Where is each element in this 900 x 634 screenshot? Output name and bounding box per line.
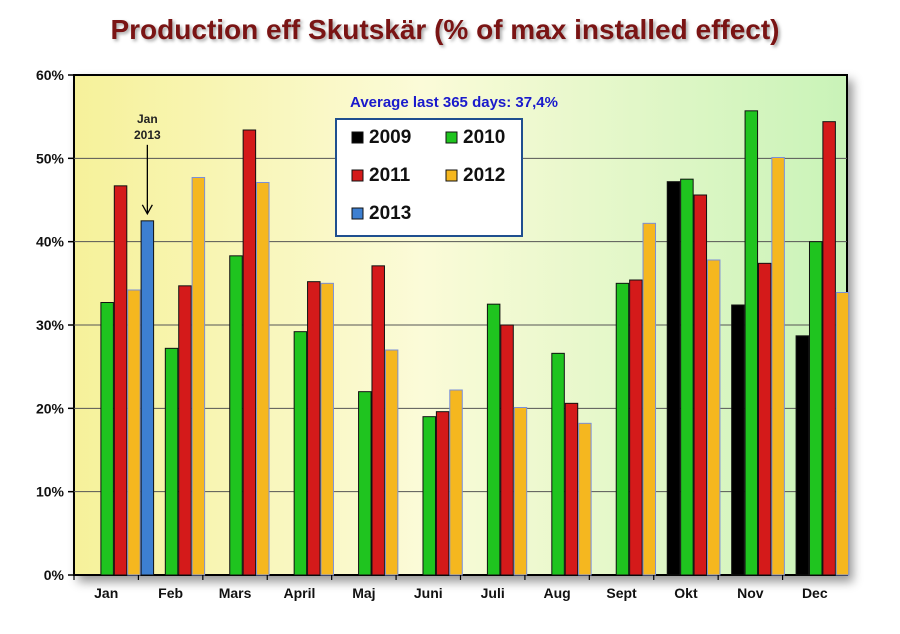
legend-label-2013: 2013 (369, 203, 411, 224)
bar-2009-nov (731, 304, 745, 576)
x-tick-label: April (284, 585, 316, 601)
bar-2012-mars (256, 182, 270, 576)
bar-2010-feb (164, 347, 179, 576)
bar-2012-jan (127, 289, 141, 576)
bar-2010-maj (358, 391, 372, 576)
bar-2011-aug (564, 402, 579, 576)
x-tick-label: Juni (414, 585, 443, 601)
y-tick-label: 60% (36, 67, 65, 83)
bar-2012-sept (642, 222, 657, 576)
bar-2011-juni (435, 411, 450, 576)
x-tick-label: Jan (94, 585, 118, 601)
x-tick-label: Mars (219, 585, 252, 601)
bar-2009-dec (795, 335, 810, 576)
bar-2010-dec (808, 241, 823, 576)
y-tick-label: 0% (44, 567, 65, 583)
y-tick-label: 50% (36, 150, 65, 166)
bar-2012-aug (578, 422, 592, 576)
bar-2012-feb (191, 177, 206, 576)
bar-2011-nov (757, 262, 772, 576)
bar-2011-mars (242, 129, 257, 576)
legend-swatch-2010 (445, 131, 458, 144)
bar-2011-feb (178, 285, 192, 576)
legend-swatch-2012 (445, 169, 458, 182)
bar-2011-sept (629, 279, 643, 576)
bar-2010-okt (680, 178, 694, 576)
bar-2012-maj (384, 349, 399, 576)
y-tick-label: 40% (36, 234, 65, 250)
x-tick-label: Juli (481, 585, 505, 601)
bar-2012-okt (706, 259, 721, 576)
annotation-label: Jan (137, 112, 158, 126)
x-tick-label: Okt (674, 585, 698, 601)
bar-2012-april (320, 282, 334, 576)
bar-2010-juli (486, 303, 501, 576)
bar-2011-okt (693, 194, 708, 576)
bar-2010-mars (229, 255, 243, 576)
bar-2011-april (307, 281, 321, 576)
bar-2010-aug (551, 352, 565, 576)
legend-box (335, 118, 523, 237)
y-tick-label: 10% (36, 484, 65, 500)
x-tick-label: Nov (737, 585, 764, 601)
bar-2010-jan (100, 302, 114, 576)
x-tick-label: Sept (606, 585, 637, 601)
legend-swatch-2009 (351, 131, 364, 144)
x-tick-label: Aug (544, 585, 571, 601)
legend-swatch-2013 (351, 207, 364, 220)
legend-label-2009: 2009 (369, 127, 411, 148)
chart-title: Production eff Skutskär (% of max instal… (110, 14, 780, 45)
legend-label-2012: 2012 (463, 165, 505, 186)
legend-swatch-2011 (351, 169, 364, 182)
annotation-label: 2013 (134, 128, 161, 142)
average-note: Average last 365 days: 37,4% (350, 94, 558, 111)
bar-2010-nov (744, 110, 759, 576)
x-tick-label: Feb (158, 585, 183, 601)
bar-2012-nov (771, 157, 785, 576)
bar-2011-juli (500, 324, 514, 576)
bar-2011-dec (822, 121, 836, 576)
bar-2010-juni (422, 416, 436, 576)
y-tick-label: 30% (36, 317, 65, 333)
y-tick-label: 20% (36, 400, 65, 416)
bar-2012-dec (835, 292, 850, 576)
annotation-arrowhead (141, 204, 153, 216)
bar-2009-okt (666, 181, 681, 576)
bar-2011-maj (371, 265, 385, 576)
x-tick-label: Maj (352, 585, 375, 601)
bar-2012-juni (449, 389, 463, 576)
bar-2011-jan (113, 185, 128, 576)
bar-2010-april (293, 331, 308, 576)
bar-2010-sept (615, 282, 630, 576)
legend-label-2010: 2010 (463, 127, 505, 148)
bar-2013-jan (140, 220, 155, 576)
bar-2012-juli (513, 407, 528, 576)
legend-label-2011: 2011 (369, 165, 411, 186)
x-tick-label: Dec (802, 585, 828, 601)
